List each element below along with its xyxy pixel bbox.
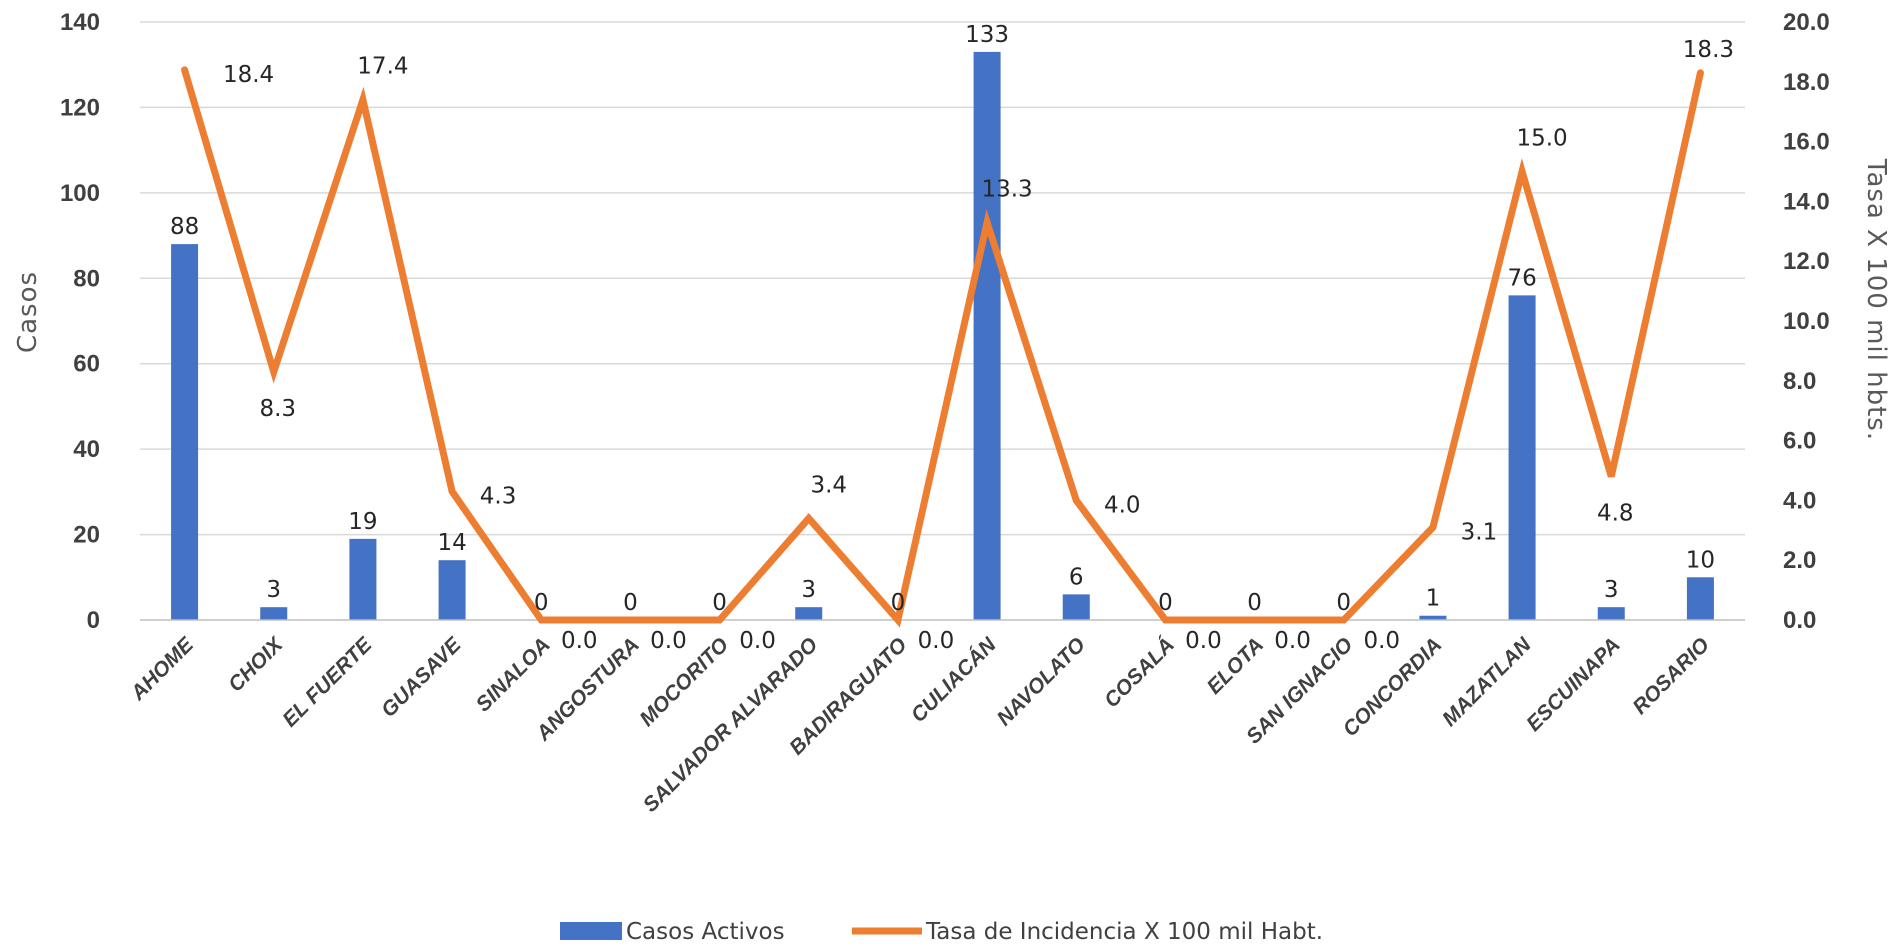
- y-tick-label: 0: [87, 607, 100, 634]
- y-tick-label: 100: [60, 180, 100, 207]
- line-data-label: 15.0: [1516, 126, 1567, 152]
- bar: [1062, 594, 1090, 620]
- line-data-label: 4.0: [1104, 492, 1141, 518]
- bar: [349, 538, 377, 620]
- y-tick-label: 140: [60, 9, 100, 36]
- line-data-label: 18.4: [223, 62, 274, 88]
- line-data-labels: 18.4 8.3 17.4 4.3 0.0 0.0 0.0 3.4 0.0 13.3 4.0 0.0 0…: [223, 37, 1734, 654]
- y2-tick-label: 14.0: [1783, 188, 1830, 215]
- line-data-label: 4.8: [1597, 500, 1634, 526]
- legend: Casos Activos Tasa de Incidencia X 100 m…: [560, 919, 1323, 945]
- bar-data-label: 0: [623, 590, 638, 616]
- line-data-label: 0.0: [918, 628, 955, 654]
- category-label: SINALOA: [472, 633, 555, 716]
- y-tick-label: 120: [60, 94, 100, 121]
- bar-data-label: 0: [1158, 590, 1173, 616]
- right-axis-ticks: 0.0 2.0 4.0 6.0 8.0 10.0 12.0 14.0 16.0 18.0 20.0: [1783, 9, 1830, 634]
- bar-data-label: 88: [170, 214, 199, 240]
- y2-tick-label: 0.0: [1783, 607, 1816, 634]
- category-label: EL FUERTE: [278, 633, 377, 732]
- bar-data-label: 19: [348, 509, 377, 535]
- y2-tick-label: 12.0: [1783, 248, 1830, 275]
- legend-swatch-casos-activos: [560, 922, 622, 940]
- y-tick-label: 20: [73, 522, 100, 549]
- bar-data-label: 3: [801, 577, 816, 603]
- y-tick-label: 40: [73, 436, 100, 463]
- bar-data-label: 6: [1069, 564, 1084, 590]
- line-data-label: 0.0: [1185, 628, 1222, 654]
- line-data-label: 3.4: [810, 472, 847, 498]
- category-label: COSALÁ: [1100, 633, 1179, 712]
- line-data-label: 0.0: [1363, 628, 1400, 654]
- line-data-label: 18.3: [1683, 37, 1734, 63]
- bar: [1686, 577, 1714, 620]
- y2-tick-label: 16.0: [1783, 129, 1830, 156]
- bar: [1597, 607, 1625, 620]
- bar: [1419, 615, 1447, 620]
- line-data-label: 0.0: [561, 628, 598, 654]
- line-series-tasa: [181, 66, 1704, 628]
- y2-tick-label: 10.0: [1783, 308, 1830, 335]
- category-label: AHOME: [126, 633, 199, 706]
- bar-data-labels: 88 3 19 14 0 0 0 3 0 133 6 0 0 0 1 76 3 10: [170, 22, 1715, 616]
- bar-data-label: 1: [1426, 586, 1441, 612]
- line-data-label: 17.4: [357, 54, 408, 80]
- line-data-label: 4.3: [480, 483, 517, 509]
- category-label: CHOIX: [224, 632, 289, 697]
- bar-data-label: 0: [534, 590, 549, 616]
- category-label: ROSARIO: [1628, 633, 1714, 719]
- bar-data-label: 10: [1686, 547, 1715, 573]
- left-axis-ticks: 0 20 40 60 80 100 120 140: [60, 9, 100, 634]
- line-data-label: 0.0: [1274, 628, 1311, 654]
- bar: [438, 560, 466, 620]
- bar-data-label: 3: [266, 577, 281, 603]
- category-label: GUASAVE: [377, 633, 466, 722]
- y-tick-label: 60: [73, 351, 100, 378]
- y2-tick-label: 8.0: [1783, 368, 1816, 395]
- line-path: [181, 66, 1704, 628]
- y-tick-label: 80: [73, 265, 100, 292]
- line-data-label: 0.0: [650, 628, 687, 654]
- category-label: NAVOLATO: [993, 633, 1090, 730]
- y-axis-title: Casos: [13, 271, 43, 353]
- line-data-label: 0.0: [739, 628, 776, 654]
- line-data-label: 3.1: [1461, 519, 1498, 545]
- bar: [1508, 295, 1536, 620]
- line-data-label: 8.3: [259, 396, 296, 422]
- gridlines: [140, 21, 1745, 536]
- category-label: SALVADOR ALVARADO: [639, 633, 822, 816]
- bar: [171, 244, 199, 620]
- bar-data-label: 76: [1507, 265, 1536, 291]
- bar-series-casos-activos: [171, 51, 1714, 620]
- y2-tick-label: 4.0: [1783, 487, 1816, 514]
- bar-data-label: 133: [965, 22, 1009, 48]
- bar-data-label: 0: [1336, 590, 1351, 616]
- y2-tick-label: 2.0: [1783, 547, 1816, 574]
- bar: [973, 51, 1001, 620]
- bar-data-label: 14: [437, 530, 466, 556]
- bar-data-label: 0: [1247, 590, 1262, 616]
- line-data-label: 13.3: [981, 176, 1032, 202]
- legend-label-tasa: Tasa de Incidencia X 100 mil Habt.: [925, 919, 1323, 945]
- category-label: ESCUINAPA: [1522, 633, 1625, 736]
- bar-data-label: 3: [1604, 577, 1619, 603]
- bar: [795, 607, 823, 620]
- y2-tick-label: 20.0: [1783, 9, 1830, 36]
- bar-data-label: 0: [712, 590, 727, 616]
- bar-data-label: 0: [891, 590, 906, 616]
- y2-tick-label: 6.0: [1783, 428, 1816, 455]
- legend-label-casos-activos: Casos Activos: [626, 919, 785, 945]
- bar: [260, 607, 288, 620]
- y2-axis-title: Tasa X 100 mil hbts.: [1861, 158, 1888, 441]
- category-label: MAZATLAN: [1438, 633, 1536, 731]
- y2-tick-label: 18.0: [1783, 69, 1830, 96]
